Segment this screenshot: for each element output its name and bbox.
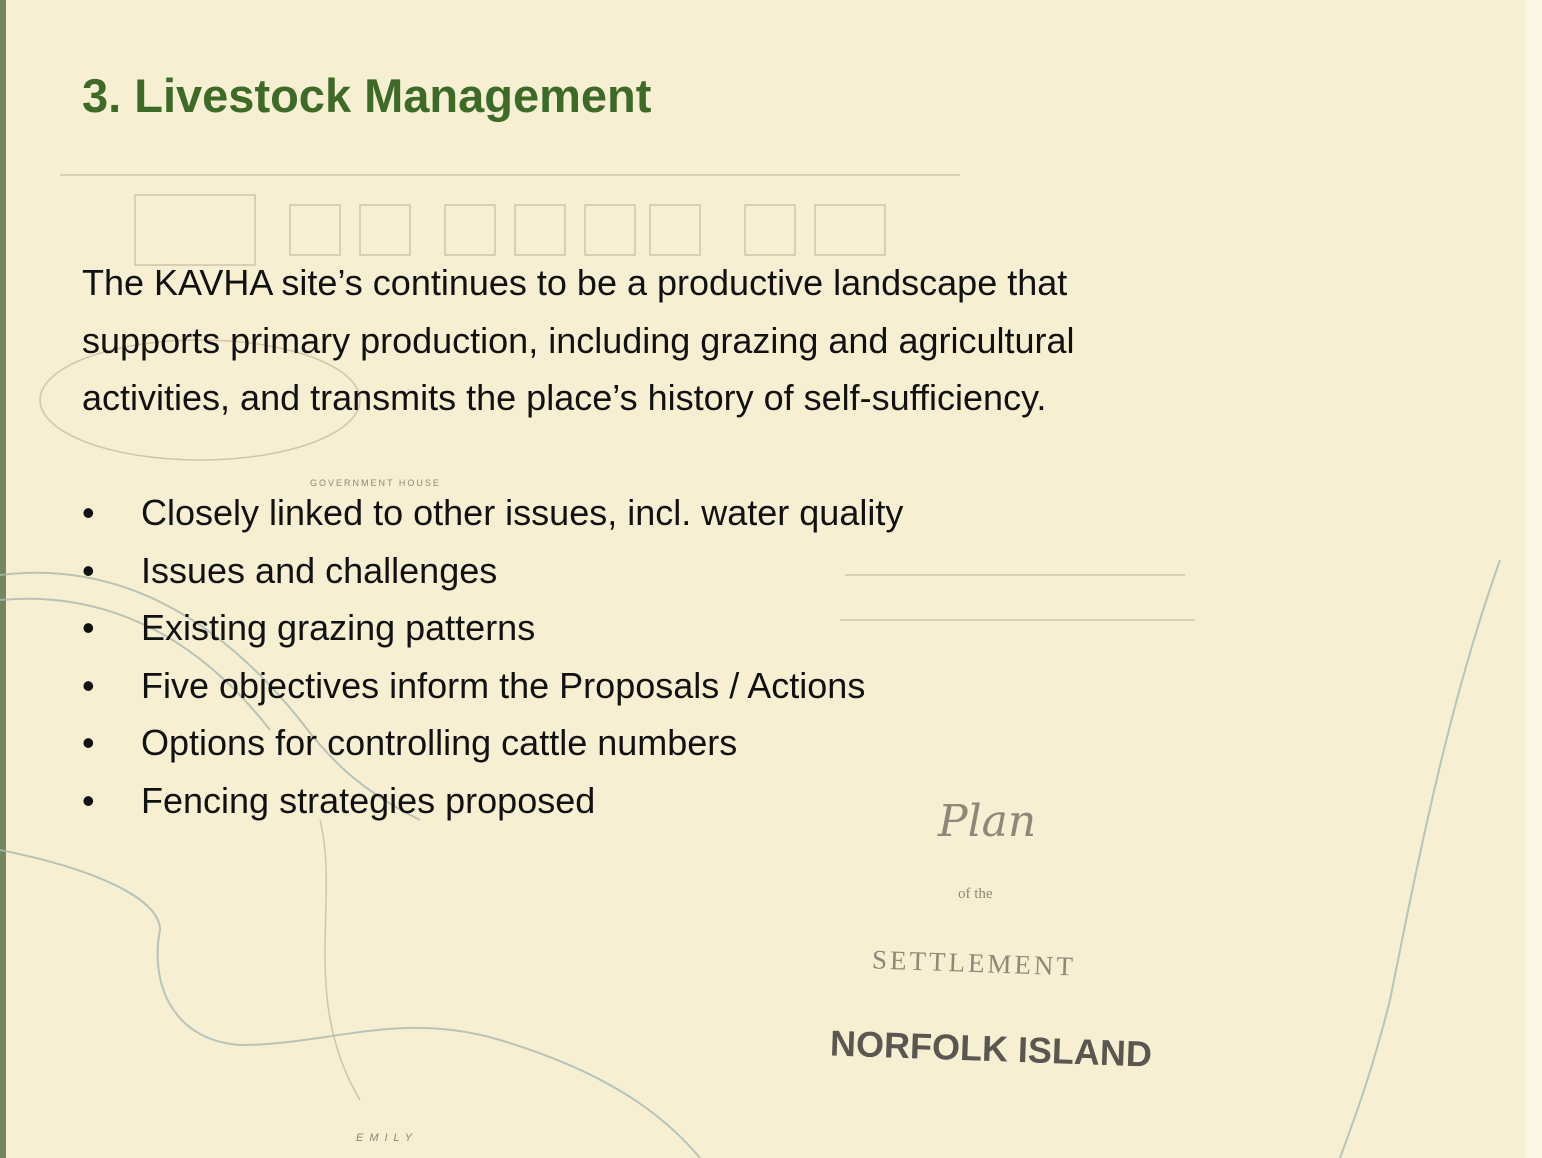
bullet-text: Fencing strategies proposed — [141, 780, 595, 822]
bullet-text: Existing grazing patterns — [141, 607, 535, 649]
bullet-text: Closely linked to other issues, incl. wa… — [141, 492, 903, 534]
bullet-marker: • — [82, 722, 95, 764]
paragraph-line: The KAVHA site’s continues to be a produ… — [82, 262, 1067, 304]
map-label: GOVERNMENT HOUSE — [310, 478, 441, 488]
map-label: Plan — [938, 796, 1036, 847]
bullet-marker: • — [82, 607, 95, 649]
slide: 3. Livestock Management The KAVHA site’s… — [0, 0, 1542, 1158]
slide-title: 3. Livestock Management — [82, 68, 651, 123]
bullet-text: Five objectives inform the Proposals / A… — [141, 665, 865, 707]
bullet-marker: • — [82, 550, 95, 592]
paragraph-line: activities, and transmits the place’s hi… — [82, 377, 1046, 419]
map-label: EMILY — [356, 1132, 418, 1144]
bullet-text: Issues and challenges — [141, 550, 497, 592]
paragraph-line: supports primary production, including g… — [82, 320, 1075, 362]
bullet-text: Options for controlling cattle numbers — [141, 722, 737, 764]
bullet-marker: • — [82, 665, 95, 707]
bullet-marker: • — [82, 492, 95, 534]
map-label: of the — [958, 886, 993, 903]
bullet-marker: • — [82, 780, 95, 822]
